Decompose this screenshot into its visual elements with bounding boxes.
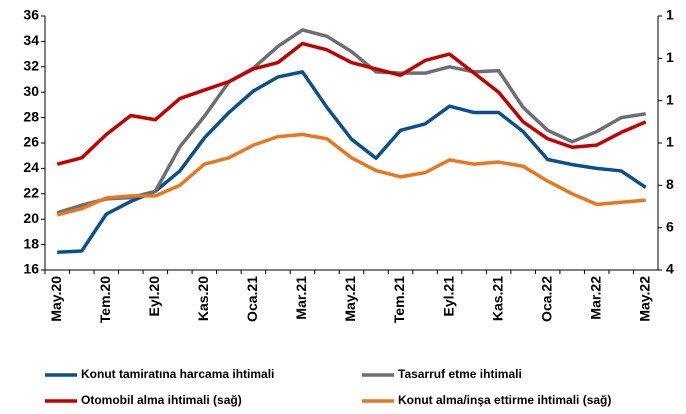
x-tick-label: Eyl.20 [146, 276, 162, 317]
y-tick-label: 26 [23, 134, 39, 150]
x-tick-label: Tem.20 [97, 276, 113, 323]
legend-label: Konut tamiratına harcama ihtimali [81, 367, 274, 381]
y2-tick-label: 4 [666, 261, 674, 277]
y-tick-label: 24 [23, 159, 39, 175]
series-line [57, 70, 647, 254]
y-tick-label: 32 [23, 58, 39, 74]
x-tick-label: May.21 [342, 276, 358, 322]
y2-tick-label: 6 [666, 218, 674, 234]
legend-label: Otomobil alma ihtimali (sağ) [81, 393, 242, 407]
x-tick-label: Eyl.21 [440, 276, 456, 317]
x-tick-label: May.20 [48, 276, 64, 322]
y2-tick-label: 1 [666, 91, 674, 107]
y-tick-label: 16 [23, 261, 39, 277]
y2-tick-label: 1 [666, 7, 674, 23]
x-tick-label: Oca.22 [538, 276, 554, 322]
series-line [56, 41, 647, 166]
y-tick-label: 36 [23, 7, 39, 23]
y-tick-label: 18 [23, 235, 39, 251]
y-tick-label: 28 [23, 108, 39, 124]
y-tick-label: 20 [23, 210, 39, 226]
legend-label: Tasarruf etme ihtimali [398, 367, 522, 381]
x-tick-label: Kas.20 [195, 276, 211, 321]
y2-tick-label: 1 [666, 49, 674, 65]
series-line [56, 132, 646, 217]
y2-tick-label: 8 [666, 176, 674, 192]
legend-label: Konut alma/inşa ettirme ihtimali (sağ) [398, 393, 611, 407]
x-tick-label: May.22 [636, 276, 652, 322]
series-line [56, 28, 647, 215]
y-tick-label: 30 [23, 83, 39, 99]
x-tick-label: Oca.21 [244, 276, 260, 322]
x-tick-label: Kas.21 [489, 276, 505, 321]
x-tick-label: Mar.21 [293, 276, 309, 320]
y2-tick-label: 1 [666, 134, 674, 150]
y-tick-label: 34 [23, 32, 39, 48]
x-tick-label: Tem.21 [391, 276, 407, 323]
y-tick-label: 22 [23, 185, 39, 201]
x-tick-label: Mar.22 [587, 276, 603, 320]
